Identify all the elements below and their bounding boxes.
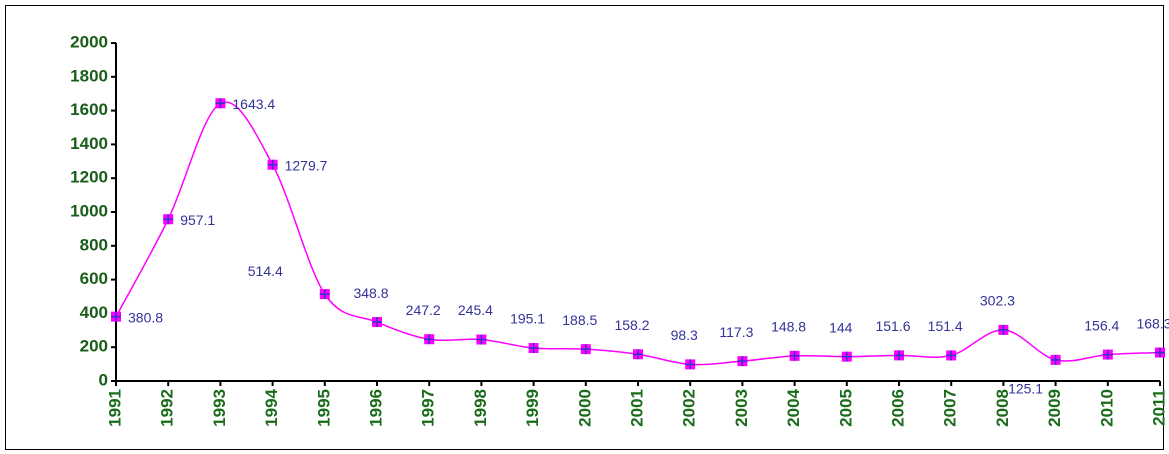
data-point: [737, 356, 748, 367]
x-tick-label: 1998: [471, 389, 490, 427]
marker-cross: [737, 356, 748, 367]
x-tick-label: 1993: [210, 389, 229, 427]
marker-cross: [633, 349, 643, 360]
x-tick-label: 2011: [1149, 389, 1168, 426]
data-point: [580, 344, 591, 355]
data-point: [267, 159, 278, 170]
data-point: [894, 350, 904, 361]
data-point: [685, 359, 696, 370]
x-tick-label: 2008: [993, 389, 1012, 427]
y-tick-label: 1000: [70, 201, 108, 220]
y-tick-label: 1600: [70, 100, 108, 119]
data-point: [424, 334, 435, 345]
marker-cross: [1050, 354, 1061, 365]
x-tick-label: 1992: [158, 389, 177, 427]
marker-cross: [580, 344, 591, 355]
y-tick-label: 1800: [70, 66, 108, 85]
data-point: [1102, 349, 1113, 360]
y-tick-label: 400: [80, 303, 108, 322]
x-tick-label: 2000: [575, 389, 594, 427]
data-point: [633, 349, 643, 360]
marker-cross: [215, 98, 226, 109]
x-tick-label: 2009: [1045, 389, 1064, 427]
data-label: 514.4: [248, 263, 283, 279]
x-tick-label: 2002: [680, 389, 699, 427]
x-tick-label: 1994: [262, 388, 281, 426]
marker-cross: [319, 289, 330, 300]
marker-cross: [476, 334, 487, 345]
data-point: [841, 351, 852, 362]
marker-cross: [1102, 349, 1113, 360]
marker-cross: [789, 350, 800, 361]
data-label: 245.4: [458, 302, 493, 318]
x-tick-label: 1991: [105, 389, 124, 427]
marker-cross: [528, 343, 539, 354]
y-tick-label: 0: [99, 370, 108, 389]
data-point: [319, 289, 330, 300]
y-tick-label: 200: [80, 337, 108, 356]
data-label: 144: [829, 319, 853, 335]
marker-cross: [111, 311, 121, 322]
data-label: 1279.7: [285, 157, 328, 173]
data-point: [998, 324, 1009, 335]
data-point: [1050, 354, 1061, 365]
y-tick-label: 1400: [70, 134, 108, 153]
data-label: 302.3: [980, 293, 1015, 309]
data-label: 117.3: [719, 324, 753, 340]
x-tick-label: 2003: [732, 389, 751, 427]
data-point: [789, 350, 800, 361]
data-label: 247.2: [406, 302, 441, 318]
data-point: [476, 334, 487, 345]
marker-cross: [946, 350, 957, 361]
data-label: 957.1: [180, 212, 215, 228]
marker-cross: [424, 334, 435, 345]
data-point: [528, 343, 539, 354]
data-label: 348.8: [353, 285, 388, 301]
x-tick-label: 1999: [523, 389, 542, 427]
x-tick-label: 2007: [941, 389, 960, 427]
data-point: [946, 350, 957, 361]
marker-cross: [998, 324, 1009, 335]
marker-cross: [685, 359, 696, 370]
x-tick-label: 2004: [784, 388, 803, 426]
data-label: 188.5: [562, 312, 597, 328]
data-label: 98.3: [671, 327, 698, 343]
x-tick-label: 1995: [314, 389, 333, 427]
chart-border: [5, 5, 1164, 450]
marker-cross: [372, 317, 382, 328]
data-label: 195.1: [510, 311, 545, 327]
data-point: [215, 98, 226, 109]
x-tick-label: 1996: [366, 389, 385, 427]
x-tick-label: 2010: [1097, 389, 1116, 427]
y-tick-label: 800: [80, 235, 108, 254]
marker-cross: [163, 214, 174, 225]
x-tick-label: 2006: [888, 389, 907, 427]
data-point: [372, 317, 382, 328]
data-point: [163, 214, 174, 225]
y-tick-label: 2000: [70, 32, 108, 51]
y-tick-label: 600: [80, 269, 108, 288]
data-label: 125.1: [1008, 381, 1043, 397]
y-tick-label: 1200: [70, 168, 108, 187]
data-label: 158.2: [614, 317, 649, 333]
data-label: 380.8: [128, 309, 163, 325]
data-label: 151.6: [875, 318, 910, 334]
marker-cross: [267, 159, 278, 170]
x-tick-label: 2005: [836, 389, 855, 427]
data-label: 148.8: [771, 319, 806, 335]
data-point: [111, 311, 121, 322]
data-label: 1643.4: [232, 96, 275, 112]
marker-cross: [1155, 347, 1165, 358]
data-label: 168.3: [1136, 315, 1169, 331]
marker-cross: [894, 350, 904, 361]
data-label: 151.4: [928, 318, 963, 334]
marker-cross: [841, 351, 852, 362]
x-tick-label: 1997: [419, 389, 438, 427]
data-point: [1155, 347, 1165, 358]
data-line: [115, 101, 1161, 366]
x-tick-label: 2001: [627, 389, 646, 427]
data-label: 156.4: [1084, 317, 1119, 333]
